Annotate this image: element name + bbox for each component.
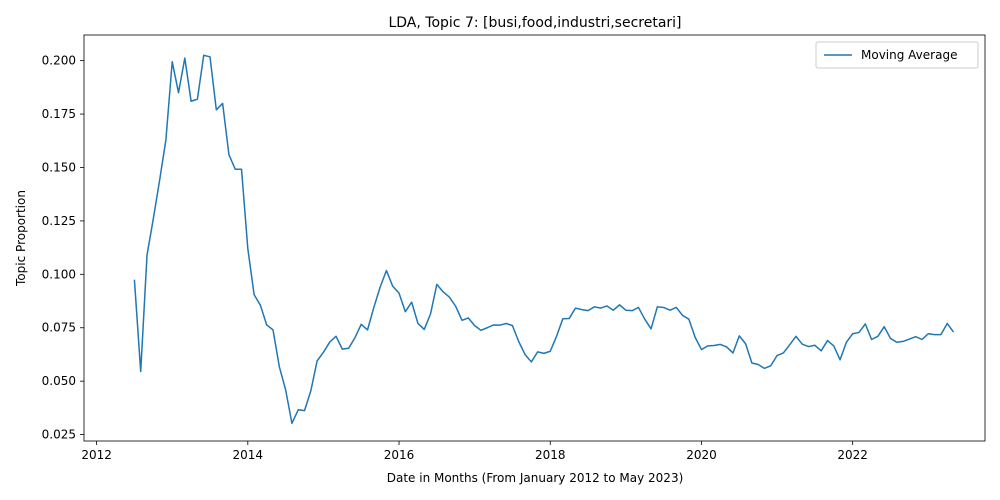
x-tick-label: 2016 [384,448,415,462]
legend-box [815,41,979,69]
y-axis-ticks: 0.025 0.050 0.075 0.100 0.125 0.150 0.175 0.200 [42,54,84,442]
plot-area [84,35,985,441]
y-tick-label: 0.175 [42,107,76,121]
x-axis-label: Date in Months (From January 2012 to May… [387,471,684,485]
y-axis-label: Topic Proportion [14,190,28,287]
legend-label: Moving Average [861,48,957,62]
y-tick-label: 0.025 [42,428,76,442]
y-tick-label: 0.100 [42,267,76,281]
series-line-moving-average [133,54,955,425]
y-tick-label: 0.150 [42,160,76,174]
y-tick-label: 0.075 [42,321,76,335]
legend: Moving Average [815,41,979,69]
x-tick-label: 2012 [81,448,112,462]
chart-title: LDA, Topic 7: [busi,food,industri,secret… [388,15,681,31]
x-tick-label: 2020 [686,448,717,462]
y-tick-label: 0.125 [42,214,76,228]
x-tick-label: 2022 [837,448,868,462]
y-tick-label: 0.200 [42,54,76,68]
x-axis-ticks: 2012 2014 2016 2018 2020 2022 [81,441,868,462]
x-tick-label: 2018 [535,448,566,462]
y-tick-label: 0.050 [42,374,76,388]
plot-frame [83,34,986,442]
x-tick-label: 2014 [233,448,264,462]
